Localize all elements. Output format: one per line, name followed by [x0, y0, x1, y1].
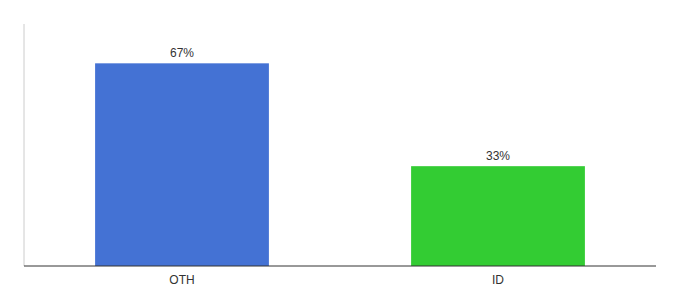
y-axis-line [24, 24, 25, 266]
bar [95, 63, 269, 266]
x-axis-line [24, 266, 656, 267]
bars [95, 63, 585, 266]
x-tick-label: ID [492, 273, 504, 287]
chart-container: 67% 33% OTH ID [0, 0, 680, 300]
x-tick-label: OTH [169, 273, 194, 287]
bar [411, 166, 585, 266]
data-label: 33% [486, 149, 510, 163]
chart-svg: 67% 33% OTH ID [0, 0, 680, 300]
data-label: 67% [170, 46, 194, 60]
